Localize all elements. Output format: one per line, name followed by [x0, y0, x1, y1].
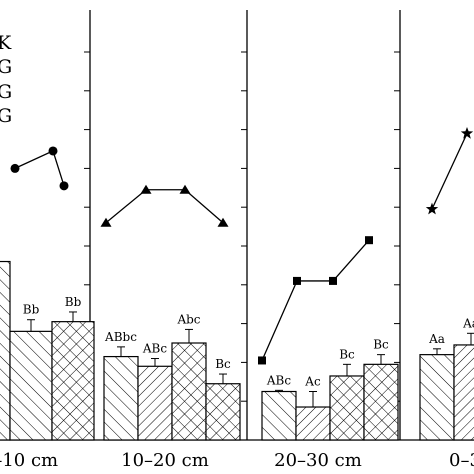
- bar-significance-label: Ac: [304, 375, 321, 389]
- bar-significance-label: Bc: [215, 357, 231, 371]
- line-point-circle: [48, 146, 58, 156]
- bar: [295, 406, 331, 441]
- bar: [51, 321, 95, 441]
- bar-significance-label: Aa: [428, 332, 445, 346]
- bar-significance-label: Bc: [373, 338, 389, 352]
- series-line: [261, 239, 370, 361]
- series-line: [431, 133, 468, 210]
- x-axis-label: 0–3: [449, 450, 474, 471]
- bar-significance-label: Bb: [65, 295, 82, 309]
- line-point-square: [329, 276, 337, 285]
- x-axis-label: 20–30 cm: [274, 450, 362, 471]
- bar: [419, 354, 455, 441]
- line-point-star: [425, 202, 439, 215]
- line-point-square: [258, 356, 266, 365]
- bar: [137, 365, 173, 441]
- bar-significance-label: Bc: [339, 347, 355, 361]
- line-point-triangle: [179, 184, 191, 194]
- bar-significance-label: Bb: [23, 303, 40, 317]
- panel: ABbc ABc Abc Bc: [100, 10, 248, 441]
- line-point-circle: [59, 181, 69, 191]
- x-axis-label: 0–10 cm: [0, 450, 58, 471]
- bar-significance-label: Abc: [176, 312, 200, 326]
- line-point-square: [365, 236, 373, 245]
- bar-significance-label: ABc: [266, 373, 291, 387]
- line-point-triangle: [217, 217, 229, 227]
- bar: [103, 355, 139, 441]
- bar-significance-label: ABc: [142, 342, 167, 356]
- bar: [171, 342, 207, 441]
- panel: ABc Ac Bc Bc: [258, 10, 401, 441]
- bar: [363, 363, 399, 441]
- bar-significance-label: ABbc: [104, 330, 137, 344]
- bar: [329, 375, 365, 441]
- line-point-star: [460, 126, 474, 139]
- x-axis-label: 10–20 cm: [121, 450, 209, 471]
- series-line: [105, 189, 224, 224]
- bar: [0, 260, 11, 441]
- panel: Aa Aa: [419, 126, 474, 441]
- panels: Bb Bb ABbc ABc Abc Bc ABc Ac Bc Bc Aa Aa: [0, 10, 474, 441]
- legend-entry: K: [0, 32, 12, 54]
- line-point-square: [293, 276, 301, 285]
- bar: [261, 390, 297, 441]
- x-axis-labels: 0–10 cm 10–20 cm 20–30 cm 0–3: [0, 450, 474, 471]
- bar-significance-label: Aa: [462, 316, 474, 330]
- legend-entry: G: [0, 81, 12, 103]
- line-point-triangle: [100, 217, 112, 227]
- bar: [453, 344, 474, 441]
- line-point-triangle: [140, 184, 152, 194]
- series-line: [14, 150, 65, 187]
- line-point-circle: [10, 163, 20, 173]
- bar: [9, 330, 53, 441]
- panel: Bb Bb: [0, 10, 95, 441]
- legend: K G G G: [0, 32, 12, 127]
- bar: [205, 383, 241, 441]
- legend-entry: G: [0, 105, 12, 127]
- legend-entry: G: [0, 56, 12, 78]
